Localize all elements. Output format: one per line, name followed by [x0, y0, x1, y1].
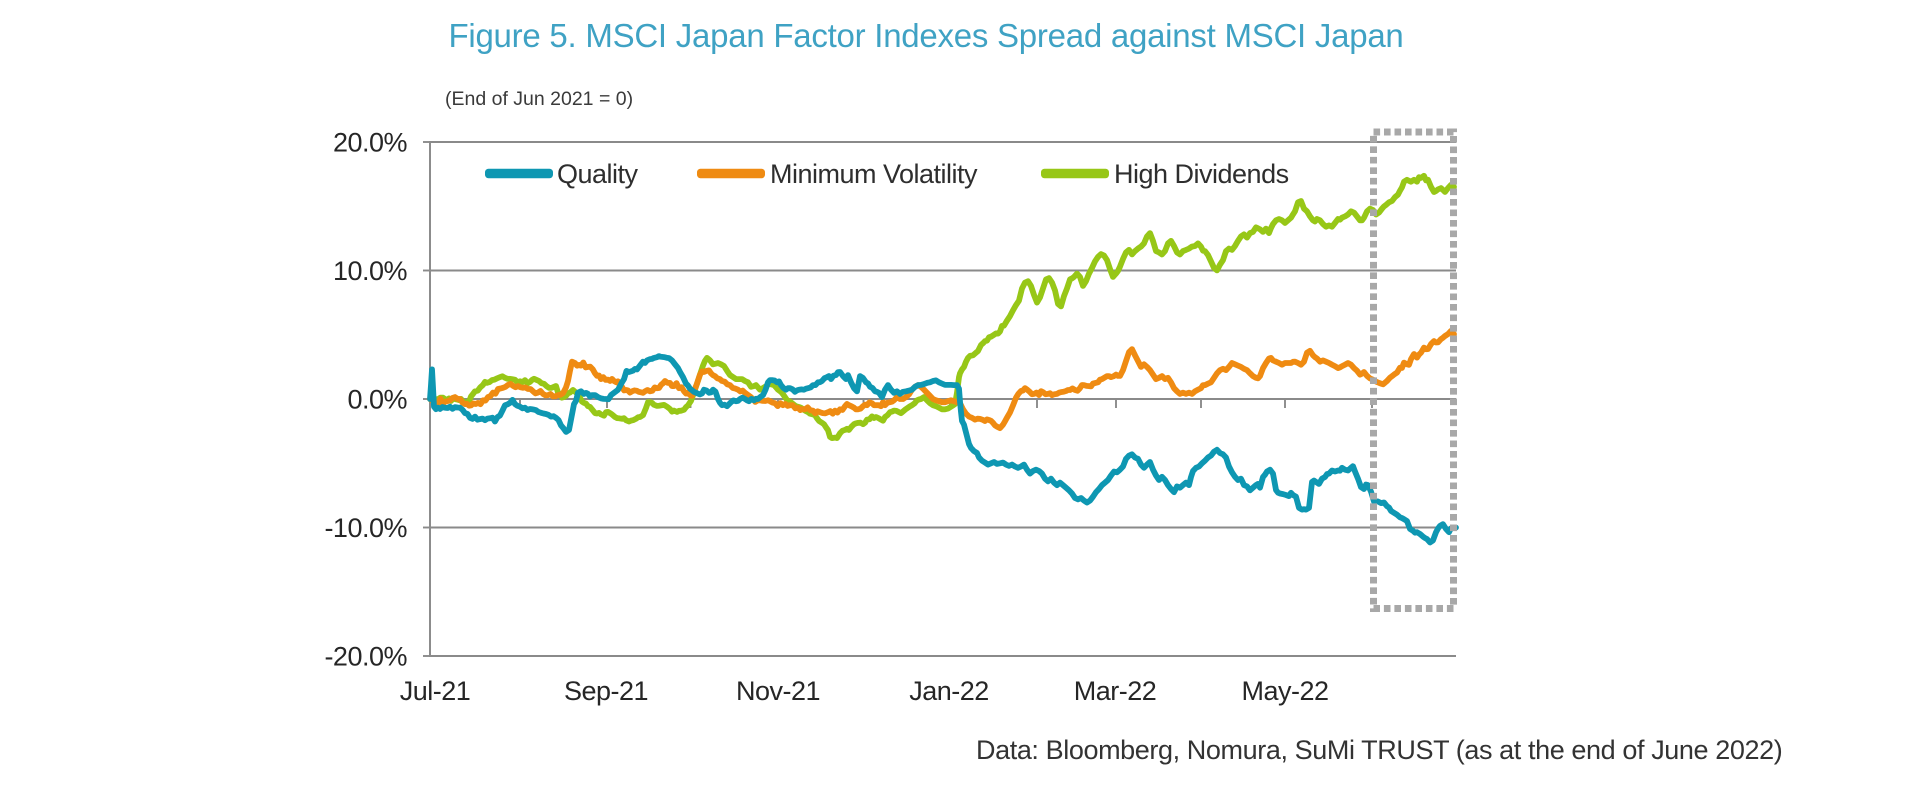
svg-text:(End of Jun 2021 = 0): (End of Jun 2021 = 0) — [445, 88, 633, 110]
svg-text:Sep-21: Sep-21 — [564, 676, 648, 706]
svg-text:-20.0%: -20.0% — [324, 642, 407, 672]
svg-text:Jan-22: Jan-22 — [909, 676, 989, 706]
svg-text:Nov-21: Nov-21 — [736, 676, 820, 706]
svg-text:10.0%: 10.0% — [333, 256, 408, 286]
svg-text:20.0%: 20.0% — [333, 128, 408, 158]
svg-text:Figure 5. MSCI Japan Factor In: Figure 5. MSCI Japan Factor Indexes Spre… — [448, 17, 1403, 54]
svg-text:0.0%: 0.0% — [347, 385, 407, 415]
svg-text:Data: Bloomberg, Nomura, SuMi: Data: Bloomberg, Nomura, SuMi TRUST (as … — [976, 735, 1782, 765]
svg-text:Jul-21: Jul-21 — [400, 676, 471, 706]
svg-text:Mar-22: Mar-22 — [1074, 676, 1157, 706]
svg-text:Quality: Quality — [557, 159, 639, 189]
svg-text:Minimum Volatility: Minimum Volatility — [770, 159, 978, 189]
svg-text:-10.0%: -10.0% — [324, 513, 407, 543]
svg-text:May-22: May-22 — [1241, 676, 1328, 706]
svg-text:High Dividends: High Dividends — [1114, 159, 1289, 189]
